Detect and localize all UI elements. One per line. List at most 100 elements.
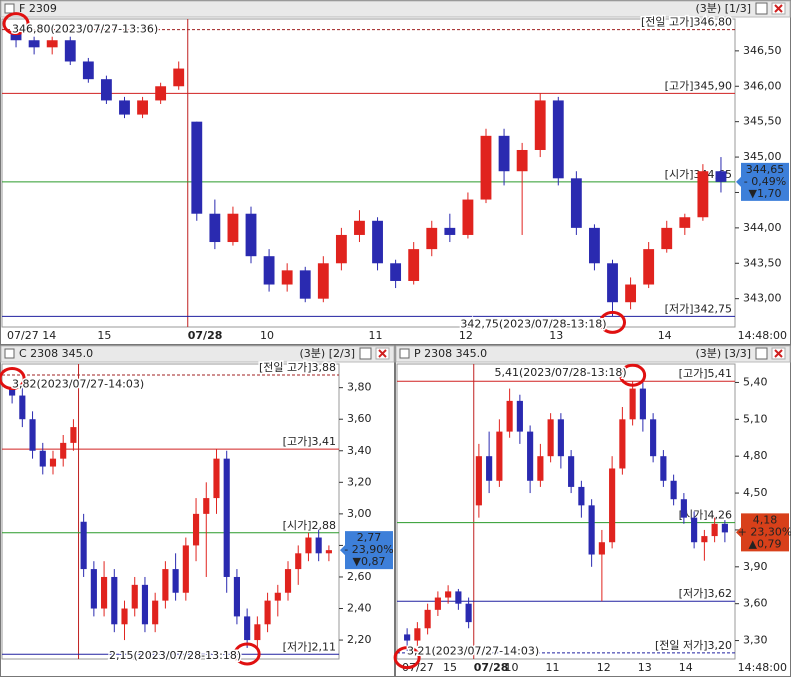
- candle-body: [607, 263, 618, 303]
- candle-body: [691, 517, 698, 543]
- candle-body: [679, 217, 691, 228]
- panel-period: (3분) [3/3]: [696, 347, 751, 360]
- close-icon: [774, 349, 783, 358]
- highlight-circle: [393, 646, 421, 670]
- extreme-annotation: 3,21(2023/07/27-14:03): [407, 645, 539, 658]
- badge-diff: ▼0,87: [353, 555, 386, 568]
- reference-name: [고가]: [665, 79, 694, 92]
- candle-body: [568, 456, 575, 487]
- candle-body: [295, 553, 302, 570]
- y-tick-label: 3,40: [347, 444, 372, 457]
- extreme-annotation: 2,15(2023/07/28-13:18): [109, 649, 241, 662]
- header-icon: [4, 348, 15, 359]
- candle-body: [570, 178, 582, 228]
- badge-change: - 23,90%: [344, 543, 393, 556]
- candle-body: [639, 388, 646, 420]
- y-tick-label: 344,00: [743, 221, 782, 234]
- candle-body: [121, 608, 128, 625]
- reference-name: [고가]: [679, 367, 708, 380]
- candle-body: [155, 86, 167, 101]
- panel-title: F 2309: [19, 2, 57, 15]
- extreme-annotation: 5,41(2023/07/28-13:18): [494, 366, 626, 379]
- plot-area: [1, 363, 340, 660]
- candle-body: [49, 458, 57, 467]
- panel-header: [0, 345, 395, 363]
- close-icon: [774, 4, 783, 13]
- x-tick-label: 11: [546, 661, 560, 674]
- candle-body: [245, 213, 257, 257]
- badge-diff: ▲0,79: [749, 537, 782, 550]
- reference-value: 4,26: [708, 509, 733, 522]
- candle-body: [486, 456, 493, 481]
- candle-body: [619, 419, 626, 469]
- candle-body: [80, 521, 87, 570]
- extreme-annotation: 346,80(2023/07/27-13:36): [12, 23, 158, 36]
- candle-body: [715, 171, 727, 182]
- reference-label: [저가]2,11: [283, 640, 336, 653]
- restore-button[interactable]: [755, 347, 768, 360]
- reference-value: 3,62: [708, 587, 733, 600]
- candle-body: [455, 591, 462, 604]
- reference-name: [시가]: [283, 519, 312, 532]
- reference-name: [저가]: [283, 640, 312, 653]
- candle-body: [426, 227, 438, 250]
- x-tick-label: 07/28: [188, 329, 223, 342]
- panel-period: (3분) [2/3]: [300, 347, 355, 360]
- candle-body: [284, 569, 292, 593]
- candle-body: [335, 234, 347, 264]
- plot-area: [396, 363, 736, 660]
- candle-body: [390, 263, 402, 281]
- x-tick-label: 10: [505, 661, 519, 674]
- candle-body: [701, 536, 708, 543]
- candle-body: [119, 100, 130, 115]
- badge-change: - 0,49%: [744, 175, 786, 188]
- candle-body: [100, 79, 112, 101]
- x-tick-label: 12: [459, 329, 473, 342]
- candle-body: [680, 499, 687, 518]
- highlight-circle: [2, 12, 30, 36]
- reference-name: [전일 고가]: [259, 360, 312, 374]
- candle-body: [19, 395, 26, 420]
- candle-body: [516, 149, 528, 172]
- x-tick-label: 07/28: [474, 661, 509, 674]
- candle-body: [609, 468, 616, 543]
- panel-title: P 2308 345.0: [414, 347, 487, 360]
- candle-body: [325, 550, 332, 554]
- reference-label: [고가]5,41: [679, 367, 732, 380]
- badge-price: 4,18: [753, 513, 778, 526]
- reference-name: [시가]: [665, 168, 694, 181]
- highlight-circle: [599, 310, 627, 334]
- candle-body: [192, 513, 200, 546]
- candle-body: [10, 33, 22, 41]
- x-tick-label: 14: [658, 329, 672, 342]
- restore-button[interactable]: [755, 2, 768, 15]
- candle-body: [29, 419, 36, 451]
- candle-body: [172, 569, 179, 593]
- candle-body: [162, 569, 169, 601]
- y-tick-label: 3,80: [347, 381, 372, 394]
- reference-name: [고가]: [283, 435, 312, 448]
- restore-button[interactable]: [359, 347, 372, 360]
- reference-value: 2,11: [312, 640, 337, 653]
- header-icon: [399, 348, 410, 359]
- candle-body: [263, 256, 275, 285]
- candle-body: [173, 68, 185, 87]
- x-tick-label: 12: [597, 661, 611, 674]
- candle-body: [434, 597, 441, 610]
- candle-body: [131, 584, 138, 609]
- candle-body: [534, 100, 546, 150]
- candle-body: [462, 199, 474, 235]
- candle-body: [203, 498, 210, 514]
- x-tick-label: 15: [97, 329, 111, 342]
- candle-body: [444, 227, 456, 235]
- y-tick-label: 4,50: [743, 486, 768, 499]
- close-icon: [378, 349, 387, 358]
- highlight-circle: [0, 367, 26, 391]
- candle-body: [46, 40, 58, 48]
- header-icon: [4, 3, 15, 14]
- candle-body: [152, 600, 159, 625]
- candle-body: [60, 442, 67, 459]
- reference-value: 3,41: [312, 435, 337, 448]
- x-tick-label: 10: [260, 329, 274, 342]
- candle-body: [281, 270, 293, 285]
